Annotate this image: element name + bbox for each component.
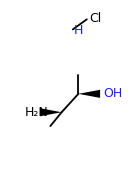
Polygon shape: [78, 90, 100, 98]
Polygon shape: [40, 108, 62, 116]
Text: OH: OH: [104, 87, 123, 100]
Text: Cl: Cl: [90, 12, 102, 25]
Text: H: H: [74, 24, 84, 37]
Text: H₂N: H₂N: [24, 106, 48, 119]
